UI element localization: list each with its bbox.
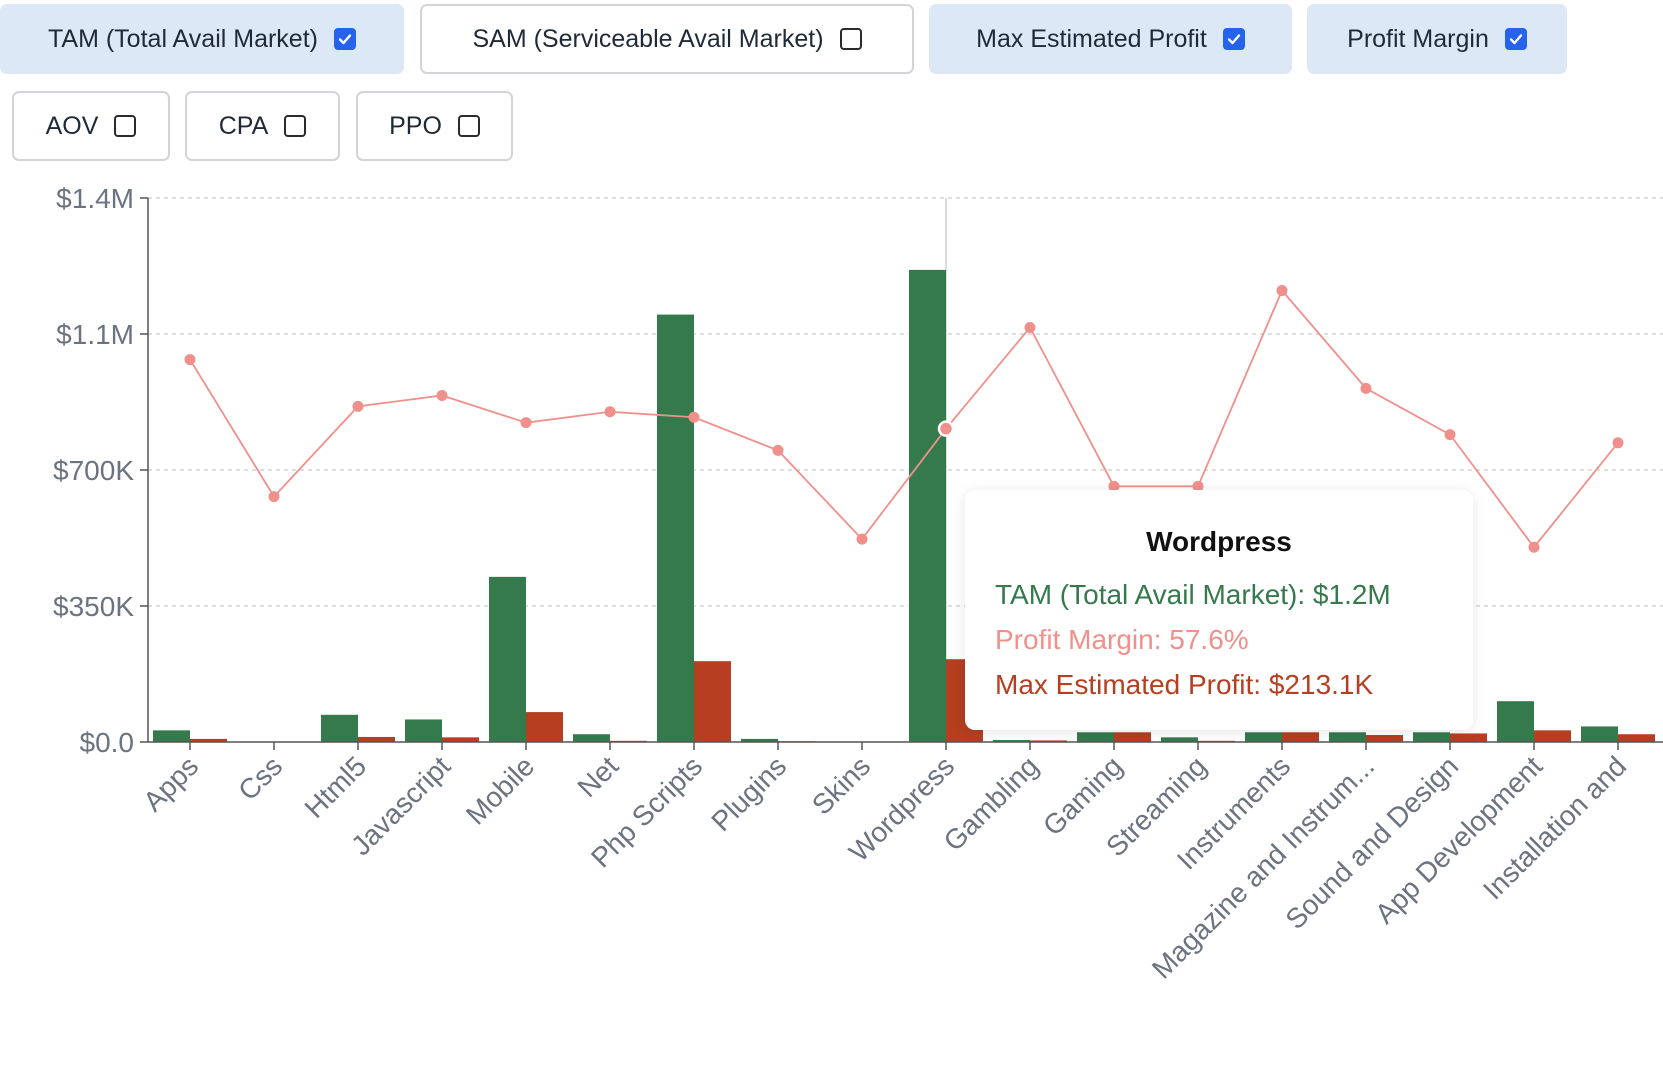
- profit-margin-point-active[interactable]: [937, 420, 955, 437]
- toggle-profit-margin[interactable]: Profit Margin: [1307, 4, 1567, 74]
- profit-margin-point[interactable]: [856, 533, 868, 545]
- bar-max-estimated-profit[interactable]: [358, 736, 395, 742]
- bar-max-estimated-profit[interactable]: [1618, 734, 1655, 742]
- bar-tam[interactable]: [909, 269, 946, 742]
- toggle-profit-margin-label: Profit Margin: [1347, 24, 1489, 53]
- x-tick-label: Html5: [299, 750, 373, 824]
- profit-margin-line[interactable]: [184, 284, 1624, 553]
- toggle-max-estimated-profit-label: Max Estimated Profit: [976, 24, 1207, 53]
- x-tick-label: Css: [232, 750, 288, 806]
- checkbox-checked-icon[interactable]: [1222, 28, 1245, 50]
- profit-margin-point[interactable]: [1360, 382, 1372, 394]
- toggle-cpa[interactable]: CPA: [185, 91, 340, 161]
- x-tick-label: Skins: [806, 750, 876, 820]
- combo-chart[interactable]: $0.0$350K$700K$1.1M$1.4M Apps Css Html5Jav…: [0, 170, 1663, 1077]
- profit-margin-point[interactable]: [268, 491, 280, 503]
- profit-margin-point[interactable]: [352, 400, 364, 412]
- profit-margin-point[interactable]: [436, 389, 448, 401]
- metric-toggles: TAM (Total Avail Market) SAM (Serviceabl…: [0, 0, 1663, 170]
- bar-max-estimated-profit[interactable]: [442, 737, 479, 742]
- bar-max-estimated-profit[interactable]: [1030, 740, 1067, 742]
- bar-tam[interactable]: [1497, 701, 1534, 742]
- profit-margin-point[interactable]: [604, 406, 616, 418]
- bar-tam[interactable]: [1329, 732, 1366, 742]
- bar-max-estimated-profit[interactable]: [1282, 732, 1319, 742]
- toggle-ppo[interactable]: PPO: [356, 91, 513, 161]
- bar-max-estimated-profit[interactable]: [1114, 732, 1151, 742]
- toggle-cpa-label: CPA: [218, 111, 269, 140]
- bar-tam[interactable]: [657, 314, 694, 742]
- bar-tam[interactable]: [993, 740, 1030, 742]
- x-tick-label: Apps: [137, 750, 204, 817]
- x-tick-label: Plugins: [705, 750, 792, 837]
- tooltip-title: Wordpress: [1146, 526, 1292, 557]
- x-tick-label: Net: [572, 750, 625, 803]
- bar-tam[interactable]: [1077, 732, 1114, 742]
- profit-margin-point[interactable]: [1444, 429, 1456, 441]
- bar-tam[interactable]: [1161, 737, 1198, 742]
- bar-tam[interactable]: [153, 730, 190, 742]
- tooltip-margin-line: Profit Margin: 57.6%: [995, 624, 1249, 655]
- profit-margin-point[interactable]: [1528, 541, 1540, 553]
- toggle-sam-label: SAM (Serviceable Avail Market): [472, 24, 824, 53]
- profit-margin-point[interactable]: [1276, 284, 1288, 296]
- toggle-sam[interactable]: SAM (Serviceable Avail Market): [420, 4, 914, 74]
- profit-margin-point[interactable]: [520, 417, 532, 429]
- profit-margin-point[interactable]: [688, 411, 700, 423]
- bar-tam[interactable]: [1245, 732, 1282, 742]
- toggle-max-estimated-profit[interactable]: Max Estimated Profit: [929, 4, 1292, 74]
- bar-max-estimated-profit[interactable]: [1366, 735, 1403, 742]
- bar-max-estimated-profit[interactable]: [694, 661, 731, 742]
- profit-margin-point[interactable]: [1612, 437, 1624, 449]
- x-tick-label: Installation and: [1477, 750, 1632, 905]
- checkbox-checked-icon[interactable]: [333, 28, 356, 50]
- y-tick-label: $1.4M: [56, 183, 134, 214]
- profit-margin-point[interactable]: [184, 354, 196, 366]
- toggle-tam-label: TAM (Total Avail Market): [48, 24, 318, 53]
- y-axis: $0.0 $350K $700K $1.1M $1.4M: [53, 183, 149, 758]
- checkbox-unchecked-icon[interactable]: [284, 115, 307, 137]
- tooltip-tam-line: TAM (Total Avail Market): $1.2M: [995, 579, 1391, 610]
- bar-tam[interactable]: [405, 719, 442, 742]
- bar-max-estimated-profit[interactable]: [1534, 730, 1571, 742]
- bar-tam[interactable]: [741, 738, 778, 742]
- bar-tam[interactable]: [1413, 732, 1450, 742]
- checkbox-unchecked-icon[interactable]: [457, 115, 480, 137]
- toggle-ppo-label: PPO: [389, 111, 442, 140]
- profit-margin-point[interactable]: [1192, 480, 1204, 492]
- bar-tam[interactable]: [489, 576, 526, 742]
- bar-max-estimated-profit[interactable]: [190, 738, 227, 742]
- profit-margin-point[interactable]: [1108, 480, 1120, 492]
- toggle-aov[interactable]: AOV: [12, 91, 170, 161]
- tooltip-profit-line: Max Estimated Profit: $213.1K: [995, 669, 1374, 700]
- profit-margin-series-line: [189, 288, 1619, 549]
- checkbox-checked-icon[interactable]: [1504, 28, 1527, 50]
- bar-max-estimated-profit[interactable]: [1450, 733, 1487, 742]
- bar-tam[interactable]: [1581, 726, 1618, 742]
- profit-margin-point[interactable]: [772, 444, 784, 456]
- profit-margin-point[interactable]: [1024, 321, 1036, 333]
- chart-tooltip: Wordpress TAM (Total Avail Market): $1.2…: [965, 490, 1473, 730]
- y-tick-label: $0.0: [80, 727, 135, 758]
- x-tick-label: Mobile: [460, 750, 540, 830]
- checkbox-unchecked-icon[interactable]: [114, 115, 137, 137]
- toggle-aov-label: AOV: [45, 111, 99, 140]
- checkbox-unchecked-icon[interactable]: [839, 28, 862, 50]
- toggle-tam[interactable]: TAM (Total Avail Market): [0, 4, 404, 74]
- bar-tam[interactable]: [573, 734, 610, 742]
- bar-max-estimated-profit[interactable]: [526, 712, 563, 742]
- y-tick-label: $700K: [53, 455, 134, 486]
- bars[interactable]: [153, 269, 1655, 742]
- y-tick-label: $1.1M: [56, 319, 134, 350]
- bar-tam[interactable]: [321, 714, 358, 742]
- y-tick-label: $350K: [53, 591, 134, 622]
